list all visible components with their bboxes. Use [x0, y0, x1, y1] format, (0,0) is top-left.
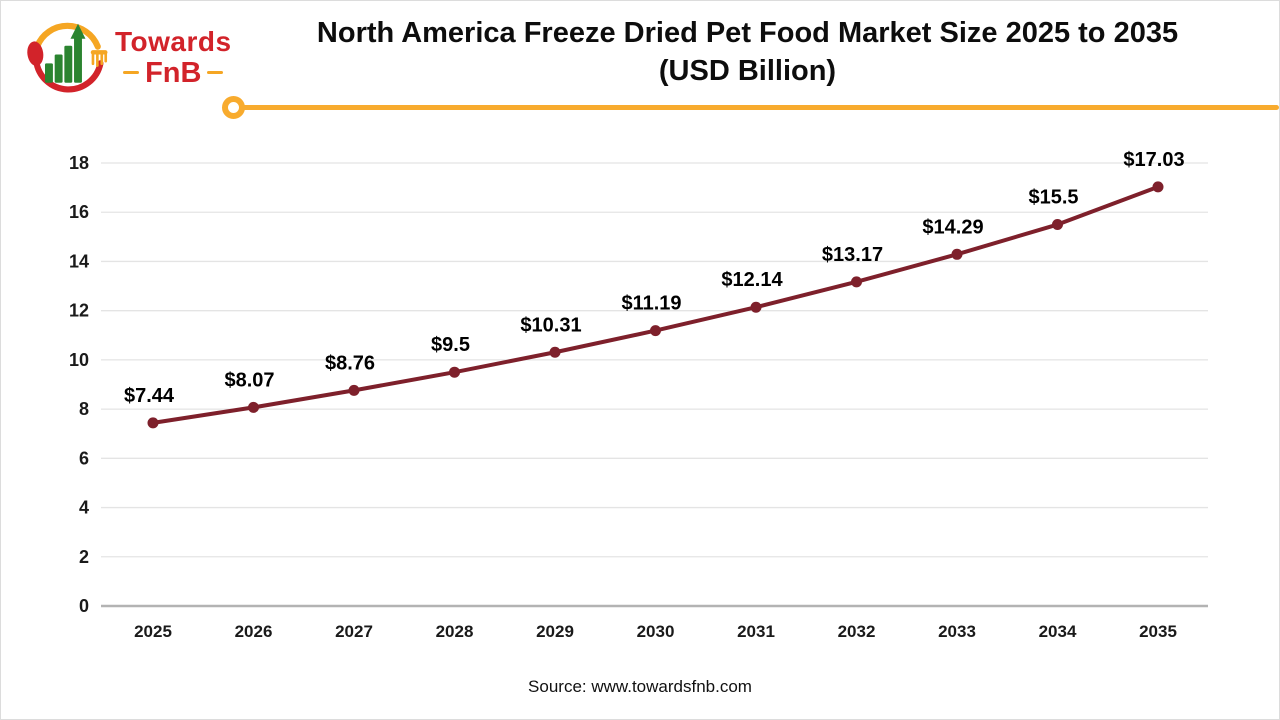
x-tick-label: 2034: [1039, 622, 1077, 641]
logo-fnb-label: FnB: [145, 56, 202, 89]
data-label: $13.17: [822, 244, 883, 266]
data-label: $7.44: [124, 385, 175, 407]
logo-dash-right: [207, 71, 224, 74]
data-point: [951, 248, 963, 260]
growth-bars-icon: [45, 23, 86, 83]
page-title-line2: (USD Billion): [658, 55, 837, 87]
y-tick-label: 2: [79, 547, 89, 567]
y-tick-label: 16: [69, 202, 89, 222]
page-title-line1: North America Freeze Dried Pet Food Mark…: [316, 17, 1179, 49]
towardsfnb-logo-icon: [27, 22, 108, 93]
data-point: [449, 366, 460, 378]
data-point: [1052, 219, 1063, 231]
x-tick-label: 2035: [1139, 622, 1177, 641]
x-tick-label: 2028: [436, 622, 474, 641]
data-label: $11.19: [621, 293, 681, 315]
data-point: [348, 384, 360, 396]
x-tick-label: 2027: [335, 622, 373, 641]
data-label: $8.76: [325, 352, 375, 374]
x-tick-label: 2032: [838, 622, 876, 641]
fork-icon: [90, 50, 108, 67]
y-tick-label: 10: [69, 350, 89, 370]
y-tick-label: 18: [69, 153, 89, 173]
data-label: $15.5: [1028, 187, 1078, 209]
source-text: Source: www.towardsfnb.com: [528, 677, 752, 696]
data-label: $17.03: [1123, 149, 1184, 171]
data-label: $8.07: [224, 369, 274, 391]
x-tick-label: 2030: [637, 622, 675, 641]
spoon-icon: [27, 41, 44, 66]
y-tick-label: 0: [79, 596, 89, 616]
data-point: [1152, 181, 1164, 193]
logo-arc-yellow: [34, 22, 101, 50]
logo-brand-bottom: FnB: [123, 56, 224, 89]
data-point: [147, 417, 159, 429]
x-tick-label: 2031: [737, 622, 775, 641]
data-label: $9.5: [431, 334, 470, 356]
towardsfnb-logo: Towards FnB: [23, 9, 233, 101]
title-divider-ring-icon: [222, 96, 245, 119]
y-tick-label: 12: [69, 301, 89, 321]
x-tick-label: 2025: [134, 622, 172, 641]
y-tick-label: 6: [79, 448, 89, 468]
title-divider-line: [242, 105, 1279, 110]
data-point: [549, 346, 561, 358]
logo-arc-red: [33, 57, 104, 93]
logo-brand-top: Towards: [115, 25, 232, 57]
data-point: [650, 325, 661, 337]
data-label: $14.29: [922, 216, 983, 238]
data-point: [851, 276, 862, 288]
data-label: $12.14: [721, 269, 783, 291]
data-point: [248, 401, 259, 413]
data-point: [750, 301, 762, 313]
x-tick-label: 2026: [235, 622, 273, 641]
logo-text: Towards FnB: [115, 25, 232, 89]
data-label: $10.31: [520, 314, 581, 336]
y-tick-label: 8: [79, 399, 89, 419]
page-title: North America Freeze Dried Pet Food Mark…: [226, 14, 1269, 90]
x-tick-label: 2029: [536, 622, 574, 641]
y-tick-label: 4: [79, 498, 89, 518]
x-tick-label: 2033: [938, 622, 976, 641]
y-tick-label: 14: [69, 251, 89, 271]
logo-dash-left: [123, 71, 140, 74]
